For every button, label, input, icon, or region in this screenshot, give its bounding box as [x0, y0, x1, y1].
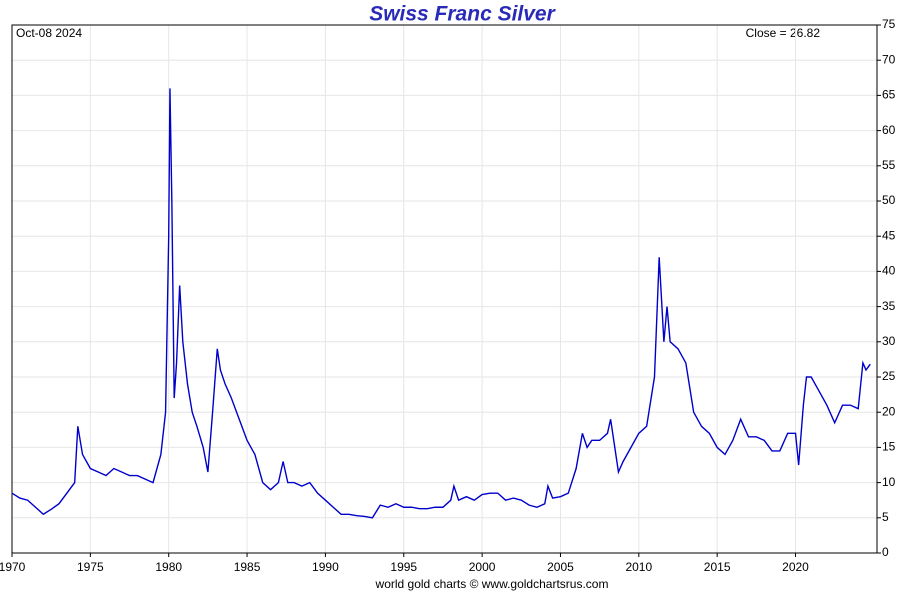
y-tick-label: 5 — [882, 510, 889, 524]
source: world gold charts © www.goldchartsrus.co… — [375, 577, 609, 591]
x-tick-label: 2010 — [625, 560, 652, 574]
y-tick-label: 35 — [882, 299, 896, 313]
y-tick-label: 15 — [882, 440, 896, 454]
y-tick-label: 55 — [882, 158, 896, 172]
x-tick-label: 1995 — [390, 560, 417, 574]
plot-frame — [11, 24, 878, 554]
y-tick-label: 70 — [882, 52, 896, 66]
y-tick-label: 65 — [882, 88, 896, 102]
y-tick-label: 45 — [882, 228, 896, 242]
chart-title: Swiss Franc Silver — [369, 3, 556, 26]
x-tick-label: 1985 — [234, 560, 261, 574]
x-tick-label: 2020 — [782, 560, 809, 574]
close-label: Close = 26.82 — [746, 26, 821, 40]
price-line — [11, 88, 871, 519]
x-tick-label: 2005 — [547, 560, 574, 574]
y-tick-label: 60 — [882, 123, 896, 137]
y-tick-label: 75 — [882, 17, 896, 31]
y-tick-label: 0 — [882, 545, 889, 559]
y-tick-label: 10 — [882, 475, 896, 489]
x-tick-label: 1970 — [0, 560, 26, 574]
x-tick-label: 1980 — [155, 560, 182, 574]
y-tick-label: 25 — [882, 369, 896, 383]
y-tick-label: 20 — [882, 404, 896, 418]
x-tick-label: 1975 — [77, 560, 104, 574]
date-label: Oct-08 2024 — [16, 26, 82, 40]
y-tick-label: 40 — [882, 264, 896, 278]
y-tick-label: 30 — [882, 334, 896, 348]
x-tick-label: 1990 — [312, 560, 339, 574]
x-tick-label: 2000 — [469, 560, 496, 574]
x-tick-label: 2015 — [704, 560, 731, 574]
y-tick-label: 50 — [882, 193, 896, 207]
